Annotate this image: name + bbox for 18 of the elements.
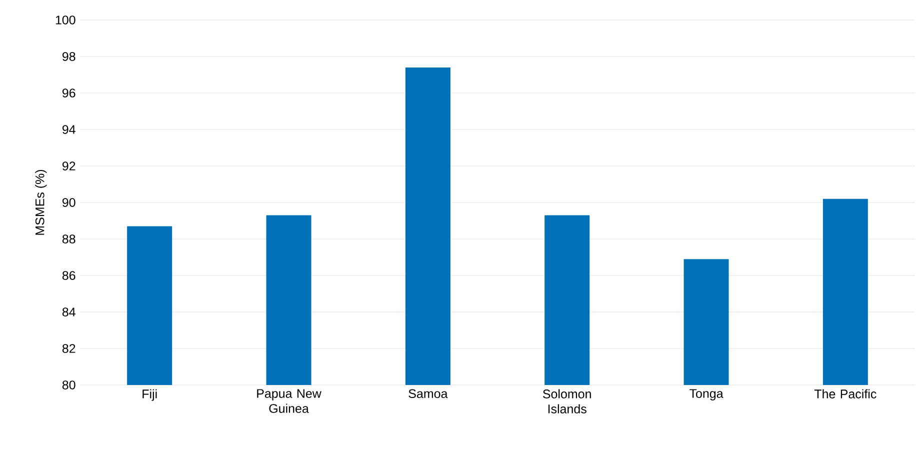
y-tick-label: 90: [62, 198, 76, 207]
y-tick-label: 84: [62, 308, 76, 316]
x-tick-label: Fiji: [142, 389, 157, 401]
y-tick-label: 82: [62, 344, 76, 353]
x-tick-label: The Pacific: [814, 389, 876, 398]
x-tick-label: Papua New Guinea: [257, 389, 322, 413]
x-tick-label: Tonga: [690, 389, 724, 400]
y-tick-label: 88: [62, 234, 76, 244]
y-tick-label: 98: [62, 52, 76, 61]
y-tick-label: 86: [62, 271, 76, 280]
y-tick-label: 94: [62, 125, 76, 134]
y-tick-label: 96: [62, 88, 76, 98]
y-tick-label: 100: [56, 16, 76, 24]
x-tick-label: Solomon Islands: [542, 389, 591, 414]
y-tick-label: 92: [62, 162, 76, 170]
x-tick-label: Samoa: [408, 389, 448, 398]
y-axis-title: MSMEs (%): [35, 170, 47, 235]
y-tick-label: 80: [62, 380, 76, 390]
